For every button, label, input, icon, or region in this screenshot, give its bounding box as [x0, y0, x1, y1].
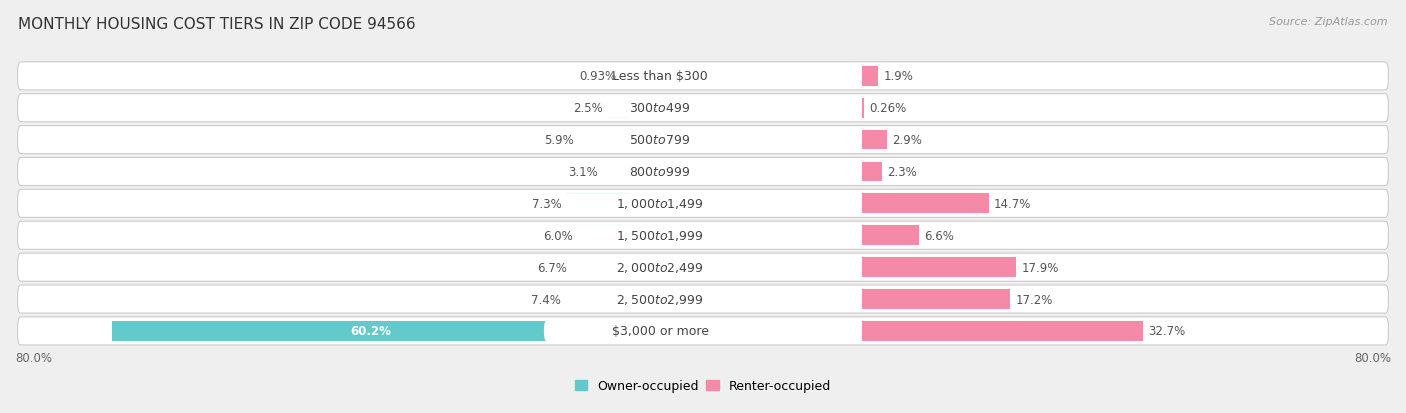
- Bar: [572, 258, 630, 278]
- FancyBboxPatch shape: [544, 225, 776, 246]
- Text: 7.4%: 7.4%: [531, 293, 561, 306]
- FancyBboxPatch shape: [18, 63, 1388, 90]
- Bar: [579, 131, 630, 150]
- Bar: [578, 226, 630, 246]
- Bar: [609, 99, 630, 118]
- Bar: [862, 290, 1010, 309]
- FancyBboxPatch shape: [18, 222, 1388, 250]
- Bar: [567, 194, 630, 214]
- Text: 6.0%: 6.0%: [543, 229, 574, 242]
- Text: 6.6%: 6.6%: [924, 229, 953, 242]
- Bar: [621, 67, 630, 86]
- Text: 2.3%: 2.3%: [887, 166, 917, 178]
- FancyBboxPatch shape: [18, 254, 1388, 282]
- FancyBboxPatch shape: [544, 257, 776, 278]
- Bar: [603, 162, 630, 182]
- FancyBboxPatch shape: [544, 321, 776, 341]
- FancyBboxPatch shape: [544, 194, 776, 214]
- Bar: [862, 258, 1017, 278]
- FancyBboxPatch shape: [18, 190, 1388, 218]
- FancyBboxPatch shape: [544, 66, 776, 87]
- Text: 0.26%: 0.26%: [869, 102, 907, 115]
- FancyBboxPatch shape: [18, 317, 1388, 345]
- Text: $2,500 to $2,999: $2,500 to $2,999: [616, 292, 704, 306]
- Bar: [862, 226, 920, 246]
- Text: 0.93%: 0.93%: [579, 70, 617, 83]
- Text: 7.3%: 7.3%: [533, 197, 562, 210]
- Bar: [862, 162, 882, 182]
- Text: 17.9%: 17.9%: [1021, 261, 1059, 274]
- Text: 5.9%: 5.9%: [544, 134, 574, 147]
- Text: $2,000 to $2,499: $2,000 to $2,499: [616, 261, 704, 275]
- FancyBboxPatch shape: [18, 95, 1388, 122]
- FancyBboxPatch shape: [544, 98, 776, 119]
- Text: 3.1%: 3.1%: [568, 166, 598, 178]
- Text: 32.7%: 32.7%: [1149, 325, 1185, 337]
- Text: 80.0%: 80.0%: [1354, 351, 1391, 364]
- FancyBboxPatch shape: [18, 158, 1388, 186]
- Text: 2.9%: 2.9%: [893, 134, 922, 147]
- Bar: [862, 67, 879, 86]
- FancyBboxPatch shape: [18, 285, 1388, 313]
- Text: $300 to $499: $300 to $499: [630, 102, 690, 115]
- Text: $1,000 to $1,499: $1,000 to $1,499: [616, 197, 704, 211]
- Text: 6.7%: 6.7%: [537, 261, 567, 274]
- Text: 80.0%: 80.0%: [15, 351, 52, 364]
- Bar: [862, 194, 988, 214]
- Text: Less than $300: Less than $300: [612, 70, 707, 83]
- Text: 1.9%: 1.9%: [883, 70, 914, 83]
- Bar: [862, 321, 1143, 341]
- Text: 2.5%: 2.5%: [574, 102, 603, 115]
- Text: MONTHLY HOUSING COST TIERS IN ZIP CODE 94566: MONTHLY HOUSING COST TIERS IN ZIP CODE 9…: [18, 17, 416, 31]
- Legend: Owner-occupied, Renter-occupied: Owner-occupied, Renter-occupied: [569, 374, 837, 397]
- Text: $1,500 to $1,999: $1,500 to $1,999: [616, 229, 704, 243]
- Text: 14.7%: 14.7%: [994, 197, 1031, 210]
- FancyBboxPatch shape: [544, 130, 776, 150]
- Text: $500 to $799: $500 to $799: [630, 134, 690, 147]
- Bar: [862, 131, 887, 150]
- FancyBboxPatch shape: [18, 126, 1388, 154]
- FancyBboxPatch shape: [544, 162, 776, 182]
- Text: $800 to $999: $800 to $999: [630, 166, 690, 178]
- Text: 60.2%: 60.2%: [350, 325, 391, 337]
- Text: 17.2%: 17.2%: [1015, 293, 1053, 306]
- Text: Source: ZipAtlas.com: Source: ZipAtlas.com: [1270, 17, 1388, 26]
- Bar: [112, 321, 630, 341]
- FancyBboxPatch shape: [544, 289, 776, 309]
- Bar: [567, 290, 630, 309]
- Text: $3,000 or more: $3,000 or more: [612, 325, 709, 337]
- Bar: [862, 99, 865, 118]
